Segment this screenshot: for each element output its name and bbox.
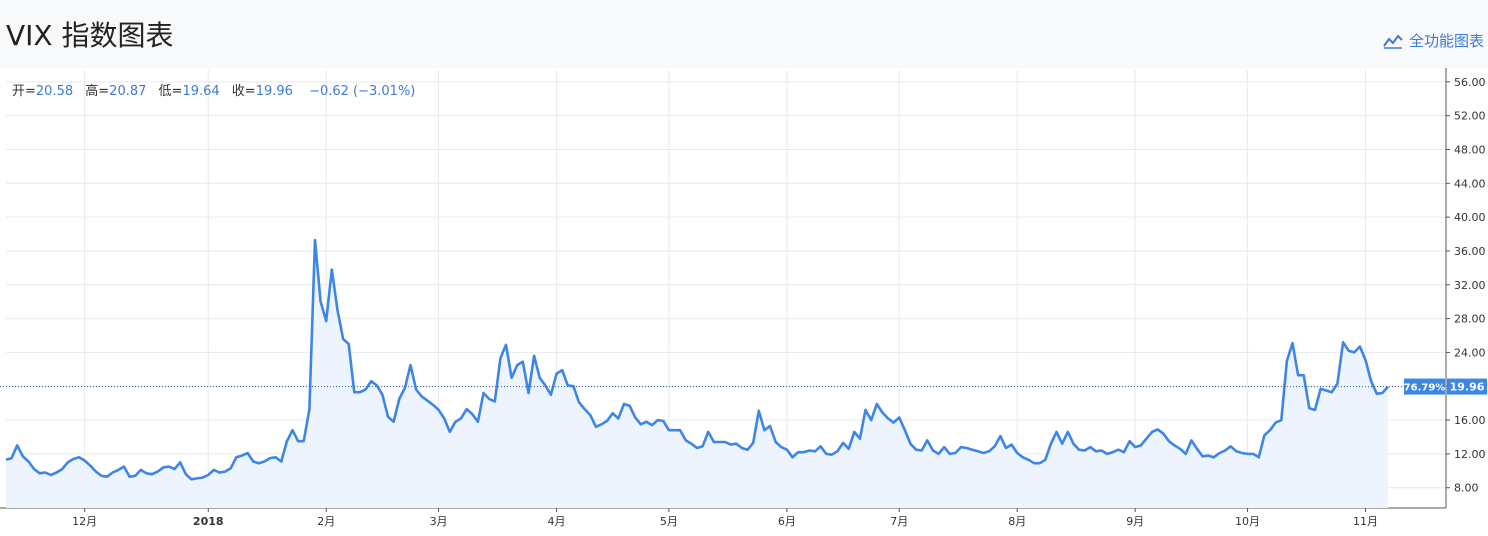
- y-tick-label: 28.00: [1454, 313, 1486, 326]
- x-tick-label: 6月: [778, 515, 796, 528]
- ohlc-readout: 开=20.58 高=20.87 低=19.64 收=19.96 −0.62 (−…: [12, 80, 415, 99]
- open-value: 20.58: [35, 84, 74, 99]
- high-value: 20.87: [109, 84, 147, 99]
- x-tick-label: 7月: [890, 515, 908, 528]
- x-tick-label: 10月: [1235, 515, 1260, 528]
- x-tick-label: 12月: [72, 515, 97, 528]
- high-label: 高=: [85, 84, 110, 99]
- last-percent-tag: [1404, 378, 1445, 395]
- y-tick-label: 40.00: [1454, 211, 1486, 224]
- change-value: −0.62 (−3.01%): [309, 84, 416, 99]
- y-tick-label: 44.00: [1454, 177, 1486, 190]
- x-tick-label: 9月: [1126, 515, 1144, 528]
- y-tick-label: 8.00: [1454, 482, 1479, 495]
- x-tick-label: 4月: [548, 515, 566, 528]
- last-value-tag: [1447, 378, 1487, 395]
- low-label: 低=: [158, 84, 183, 99]
- chart-panel: 8.0012.0016.0020.0024.0028.0032.0036.004…: [0, 68, 1488, 536]
- chart-icon: [1383, 33, 1403, 49]
- full-chart-link[interactable]: 全功能图表: [1383, 30, 1484, 51]
- y-tick-label: 16.00: [1454, 414, 1486, 427]
- y-tick-label: 56.00: [1454, 76, 1486, 89]
- y-tick-label: 24.00: [1454, 346, 1486, 359]
- y-tick-label: 32.00: [1454, 279, 1486, 292]
- x-tick-label: 11月: [1353, 515, 1378, 528]
- y-tick-label: 12.00: [1454, 448, 1486, 461]
- y-tick-label: 48.00: [1454, 143, 1486, 156]
- y-tick-label: 36.00: [1454, 245, 1486, 258]
- series-line: [5, 238, 1389, 481]
- last-value-label: 19.96: [1450, 381, 1485, 394]
- x-tick-label: 8月: [1008, 515, 1026, 528]
- close-value: 19.96: [255, 84, 293, 99]
- close-label: 收=: [231, 84, 256, 99]
- series-area: [6, 240, 1388, 508]
- x-tick-label: 2月: [317, 515, 335, 528]
- x-tick-label: 2018: [193, 515, 224, 528]
- open-label: 开=: [12, 84, 36, 99]
- low-value: 19.64: [182, 84, 220, 99]
- y-tick-label: 52.00: [1454, 110, 1486, 123]
- last-percent-label: 76.79%: [1404, 383, 1446, 394]
- x-tick-label: 3月: [430, 515, 448, 528]
- full-chart-label: 全功能图表: [1408, 32, 1484, 50]
- vix-chart[interactable]: 8.0012.0016.0020.0024.0028.0032.0036.004…: [0, 68, 1488, 536]
- page-title: VIX 指数图表: [6, 19, 174, 52]
- x-tick-label: 5月: [660, 515, 678, 528]
